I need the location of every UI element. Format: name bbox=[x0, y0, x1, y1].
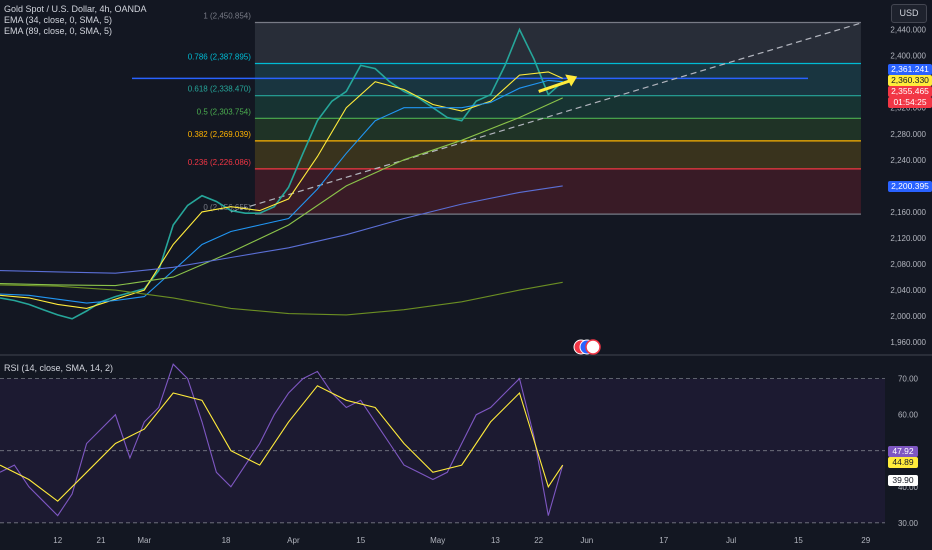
fib-level-label: 1 (2,450.854) bbox=[203, 11, 251, 20]
price-tick-label: 2,040.000 bbox=[890, 286, 926, 295]
time-tick-label: 29 bbox=[861, 536, 870, 545]
price-tag: 01:54:25 bbox=[888, 97, 932, 108]
time-tick-label: 15 bbox=[794, 536, 803, 545]
price-tick-label: 2,080.000 bbox=[890, 260, 926, 269]
price-tick-label: 2,160.000 bbox=[890, 208, 926, 217]
currency-button[interactable]: USD bbox=[891, 4, 927, 23]
price-tick-label: 2,280.000 bbox=[890, 130, 926, 139]
time-tick-label: 15 bbox=[356, 536, 365, 545]
ema34-legend[interactable]: EMA (34, close, 0, SMA, 5) bbox=[4, 15, 113, 25]
time-tick-label: May bbox=[430, 536, 445, 545]
price-tick-label: 1,960.000 bbox=[890, 338, 926, 347]
series-line-3 bbox=[0, 97, 563, 287]
price-tick-label: 2,440.000 bbox=[890, 26, 926, 35]
rsi-tick-label: 60.00 bbox=[898, 411, 919, 420]
rsi-pane bbox=[0, 363, 564, 517]
indicator-legend: Gold Spot / U.S. Dollar, 4h, OANDA EMA (… bbox=[4, 4, 147, 37]
fib-level-label: 0.786 (2,387.895) bbox=[188, 52, 251, 61]
time-tick-label: 17 bbox=[659, 536, 668, 545]
fib-zone bbox=[254, 140, 861, 169]
rsi-tag: 47.92 bbox=[888, 446, 918, 457]
time-tick-label: 13 bbox=[491, 536, 500, 545]
rsi-tick-label: 30.00 bbox=[898, 519, 919, 528]
time-tick-label: Mar bbox=[137, 536, 151, 545]
rsi-tick-label: 70.00 bbox=[898, 375, 919, 384]
fib-zone bbox=[254, 63, 861, 96]
time-tick-label: 22 bbox=[534, 536, 543, 545]
symbol-title[interactable]: Gold Spot / U.S. Dollar, 4h, OANDA bbox=[4, 4, 147, 14]
price-tick-label: 2,320.000 bbox=[890, 104, 926, 113]
price-series-group bbox=[0, 27, 578, 320]
price-tag: 2,360.330 bbox=[888, 75, 932, 86]
price-tick-label: 2,400.000 bbox=[890, 52, 926, 61]
rsi-legend[interactable]: RSI (14, close, SMA, 14, 2) bbox=[4, 363, 114, 373]
time-tick-label: Jul bbox=[726, 536, 736, 545]
fib-level-label: 0.618 (2,338.470) bbox=[188, 85, 251, 94]
rsi-line-0 bbox=[0, 363, 564, 517]
time-tick-label: Apr bbox=[287, 536, 300, 545]
fib-zone bbox=[254, 95, 861, 119]
fib-level-label: 0.236 (2,226.086) bbox=[188, 158, 251, 167]
economic-events-icon[interactable] bbox=[573, 339, 601, 355]
fib-zone bbox=[254, 118, 861, 141]
ema89-legend[interactable]: EMA (89, close, 0, SMA, 5) bbox=[4, 26, 113, 36]
rsi-tick-label: 40.00 bbox=[898, 483, 919, 492]
series-line-2 bbox=[0, 79, 563, 304]
fib-zone bbox=[254, 22, 861, 64]
series-line-4 bbox=[0, 185, 563, 274]
rsi-line-1 bbox=[0, 385, 564, 502]
projection-arrow-shaft bbox=[538, 79, 572, 93]
fib-zone bbox=[254, 168, 861, 215]
fib-level-label: 0.382 (2,269.039) bbox=[188, 130, 251, 139]
time-tick-label: 18 bbox=[222, 536, 231, 545]
time-tick-label: Jun bbox=[580, 536, 593, 545]
fib-level-label: 0.5 (2,303.754) bbox=[197, 107, 252, 116]
price-tick-label: 2,240.000 bbox=[890, 156, 926, 165]
rsi-tag: 39.90 bbox=[888, 475, 918, 486]
fibonacci-retracement: 1 (2,450.854) 0.786 (2,387.895) 0.618 (2,3… bbox=[132, 11, 862, 215]
price-tick-label: 2,000.000 bbox=[890, 312, 926, 321]
time-tick-label: 12 bbox=[53, 536, 62, 545]
series-line-5 bbox=[0, 281, 563, 316]
price-tick-label: 2,120.000 bbox=[890, 234, 926, 243]
rsi-tag: 44.89 bbox=[888, 457, 918, 468]
price-tag: 2,361.241 bbox=[888, 64, 932, 75]
time-tick-label: 21 bbox=[97, 536, 106, 545]
price-tag: 2,200.395 bbox=[888, 181, 932, 192]
price-tag: 2,355.465 bbox=[888, 86, 932, 97]
projection-arrow-head bbox=[565, 74, 578, 87]
